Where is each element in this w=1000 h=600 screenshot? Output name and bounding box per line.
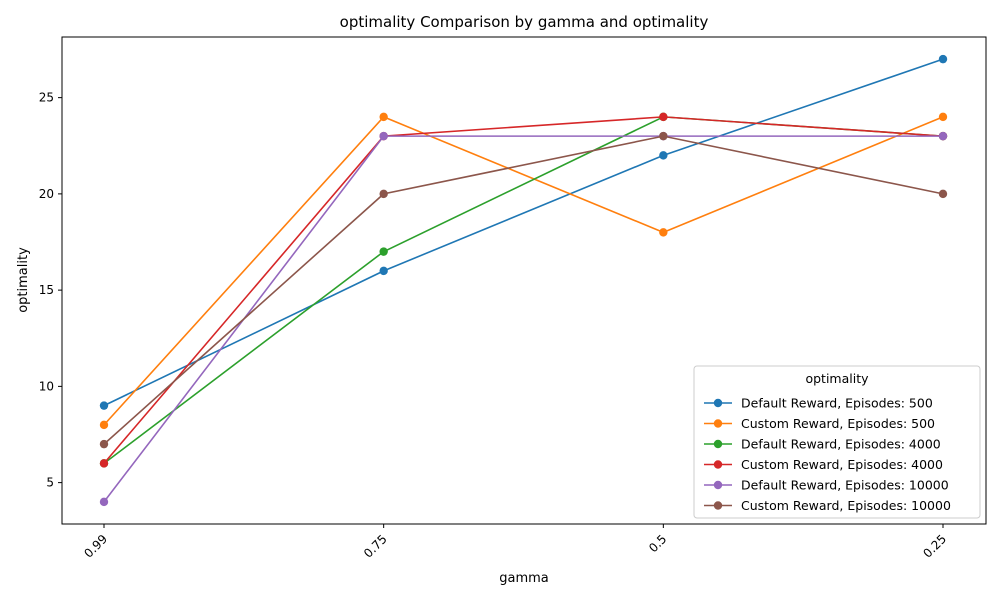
data-point	[379, 266, 388, 276]
legend-label: Custom Reward, Episodes: 10000	[741, 498, 951, 513]
data-point	[659, 131, 668, 141]
legend-title: optimality	[805, 371, 869, 386]
legend-label: Default Reward, Episodes: 4000	[741, 437, 941, 452]
data-point	[938, 54, 948, 64]
y-axis-label: optimality	[16, 247, 31, 313]
series-line	[103, 135, 944, 445]
legend-label: Default Reward, Episodes: 10000	[741, 478, 949, 493]
legend-label: Default Reward, Episodes: 500	[741, 396, 933, 411]
data-point	[99, 401, 109, 410]
legend-label: Custom Reward, Episodes: 500	[741, 416, 935, 431]
data-point	[379, 131, 388, 141]
legend-marker	[713, 419, 723, 428]
y-tick-label: 10	[39, 379, 54, 393]
x-tick-label: 0.5	[646, 532, 669, 555]
data-point	[659, 112, 668, 122]
data-point	[99, 439, 109, 449]
data-point	[938, 131, 948, 141]
legend-label: Custom Reward, Episodes: 4000	[741, 457, 943, 472]
data-point	[99, 459, 109, 468]
y-tick-label: 20	[39, 187, 54, 201]
series-line	[103, 58, 944, 407]
data-point	[659, 228, 668, 237]
y-tick-label: 15	[39, 283, 54, 297]
x-tick-label: 0.99	[81, 532, 110, 561]
legend-marker	[713, 480, 723, 490]
y-tick-label: 5	[46, 476, 54, 490]
series-line	[103, 116, 944, 464]
data-point	[379, 189, 388, 199]
data-point	[99, 420, 109, 430]
legend-marker	[713, 460, 723, 469]
plot-frame	[61, 36, 987, 525]
chart-title: optimality Comparison by gamma and optim…	[340, 13, 709, 31]
series-line	[103, 115, 944, 426]
x-tick-label: 0.25	[920, 532, 949, 561]
legend-box	[693, 365, 981, 519]
data-point	[938, 189, 948, 199]
legend-marker	[713, 501, 723, 510]
legend-marker	[713, 439, 723, 449]
data-point	[99, 497, 109, 507]
legend: optimality Default Reward, Episodes: 500 C…	[693, 365, 981, 519]
data-point	[379, 247, 388, 256]
data-point	[659, 151, 668, 160]
x-tick-label: 0.75	[361, 532, 390, 561]
y-tick-label: 25	[39, 91, 54, 105]
data-point	[938, 112, 948, 122]
legend-marker	[713, 398, 723, 408]
data-point	[379, 112, 388, 122]
x-axis-label: gamma	[499, 571, 549, 586]
